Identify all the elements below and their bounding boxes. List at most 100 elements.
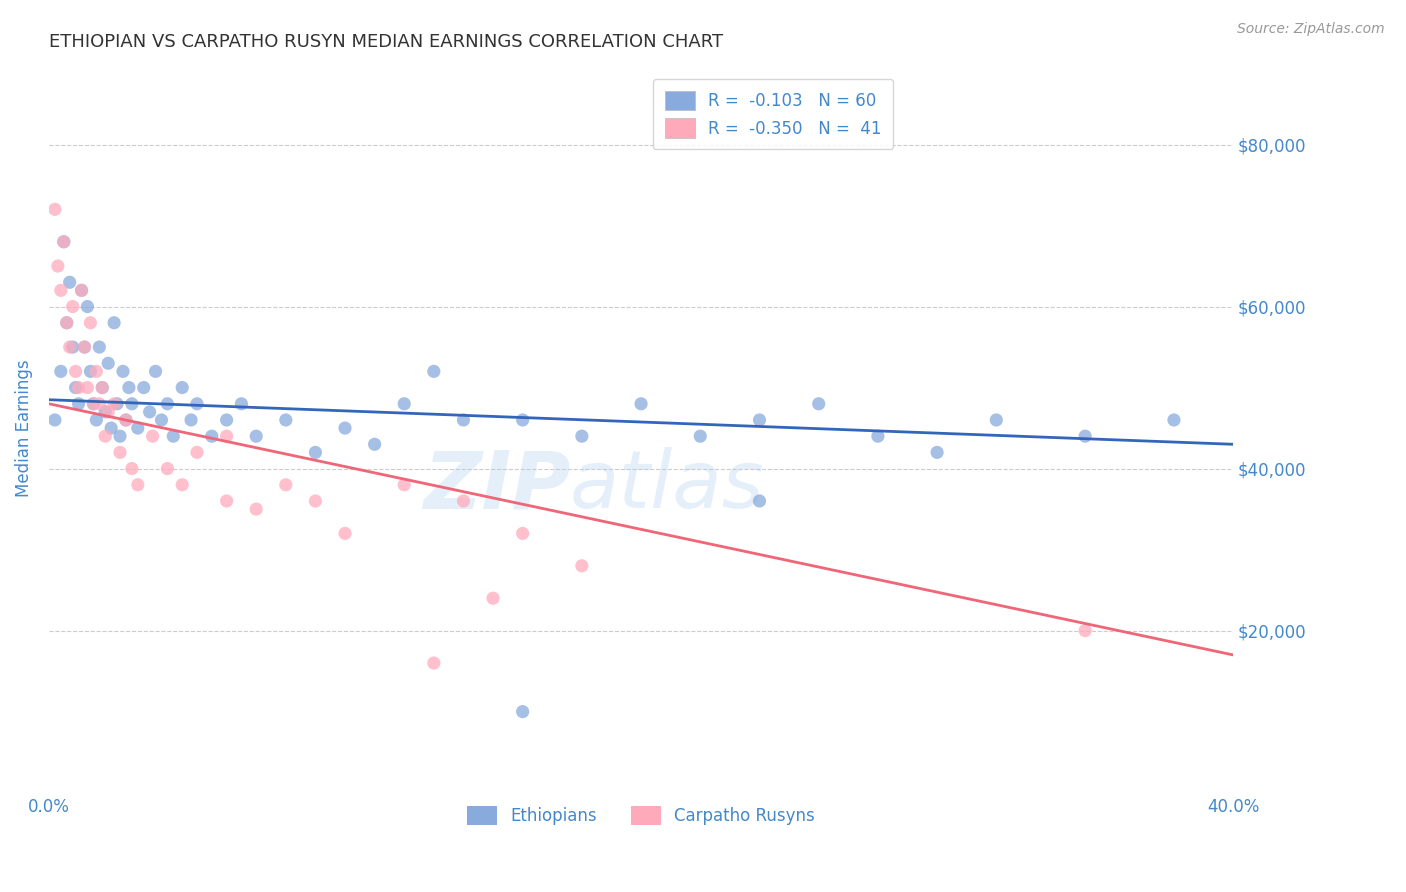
Point — [111, 364, 134, 378]
Point — [172, 380, 194, 394]
Point — [150, 413, 173, 427]
Point — [748, 413, 770, 427]
Point — [127, 421, 149, 435]
Point — [630, 397, 652, 411]
Point — [46, 259, 69, 273]
Point — [363, 437, 385, 451]
Point — [245, 502, 267, 516]
Point — [172, 477, 194, 491]
Point — [333, 526, 356, 541]
Point — [79, 316, 101, 330]
Point — [274, 413, 297, 427]
Point — [91, 380, 114, 394]
Point — [215, 429, 238, 443]
Point — [201, 429, 224, 443]
Point — [76, 300, 98, 314]
Point — [86, 364, 108, 378]
Point — [304, 445, 326, 459]
Text: ZIP: ZIP — [423, 448, 569, 525]
Point — [180, 413, 202, 427]
Point — [127, 477, 149, 491]
Point — [108, 445, 131, 459]
Point — [62, 300, 84, 314]
Point — [62, 340, 84, 354]
Point — [70, 284, 93, 298]
Point — [215, 413, 238, 427]
Point — [89, 397, 111, 411]
Point — [138, 405, 160, 419]
Point — [145, 364, 167, 378]
Point — [245, 429, 267, 443]
Point — [97, 405, 120, 419]
Point — [482, 591, 505, 606]
Point — [59, 275, 82, 289]
Point — [1074, 624, 1097, 638]
Point — [394, 397, 416, 411]
Point — [70, 284, 93, 298]
Point — [89, 340, 111, 354]
Point — [67, 397, 90, 411]
Point — [94, 429, 117, 443]
Point — [156, 461, 179, 475]
Point — [333, 421, 356, 435]
Point — [79, 364, 101, 378]
Point — [55, 316, 77, 330]
Point — [571, 429, 593, 443]
Point — [73, 340, 96, 354]
Point — [512, 526, 534, 541]
Point — [118, 380, 141, 394]
Point — [73, 340, 96, 354]
Point — [55, 316, 77, 330]
Point — [162, 429, 184, 443]
Point — [108, 429, 131, 443]
Point — [65, 364, 87, 378]
Point — [105, 397, 128, 411]
Point — [49, 284, 72, 298]
Point — [82, 397, 104, 411]
Point — [91, 380, 114, 394]
Point — [86, 413, 108, 427]
Point — [142, 429, 165, 443]
Point — [103, 316, 125, 330]
Point — [807, 397, 830, 411]
Point — [156, 397, 179, 411]
Text: Source: ZipAtlas.com: Source: ZipAtlas.com — [1237, 22, 1385, 37]
Point — [82, 397, 104, 411]
Point — [453, 413, 475, 427]
Point — [115, 413, 138, 427]
Point — [1074, 429, 1097, 443]
Point — [186, 397, 208, 411]
Point — [866, 429, 889, 443]
Point — [1163, 413, 1185, 427]
Point — [65, 380, 87, 394]
Point — [512, 705, 534, 719]
Point — [97, 356, 120, 370]
Point — [76, 380, 98, 394]
Y-axis label: Median Earnings: Median Earnings — [15, 359, 32, 497]
Point — [49, 364, 72, 378]
Point — [59, 340, 82, 354]
Point — [927, 445, 949, 459]
Text: atlas: atlas — [569, 448, 765, 525]
Point — [94, 405, 117, 419]
Text: ETHIOPIAN VS CARPATHO RUSYN MEDIAN EARNINGS CORRELATION CHART: ETHIOPIAN VS CARPATHO RUSYN MEDIAN EARNI… — [49, 33, 723, 51]
Point — [571, 558, 593, 573]
Point — [121, 397, 143, 411]
Point — [986, 413, 1008, 427]
Point — [44, 413, 66, 427]
Point — [67, 380, 90, 394]
Point — [274, 477, 297, 491]
Point — [44, 202, 66, 217]
Point — [512, 413, 534, 427]
Legend: Ethiopians, Carpatho Rusyns: Ethiopians, Carpatho Rusyns — [457, 797, 825, 836]
Point — [394, 477, 416, 491]
Point — [304, 494, 326, 508]
Point — [748, 494, 770, 508]
Point — [423, 656, 446, 670]
Point — [115, 413, 138, 427]
Point — [215, 494, 238, 508]
Point — [453, 494, 475, 508]
Point — [689, 429, 711, 443]
Point — [423, 364, 446, 378]
Point — [231, 397, 253, 411]
